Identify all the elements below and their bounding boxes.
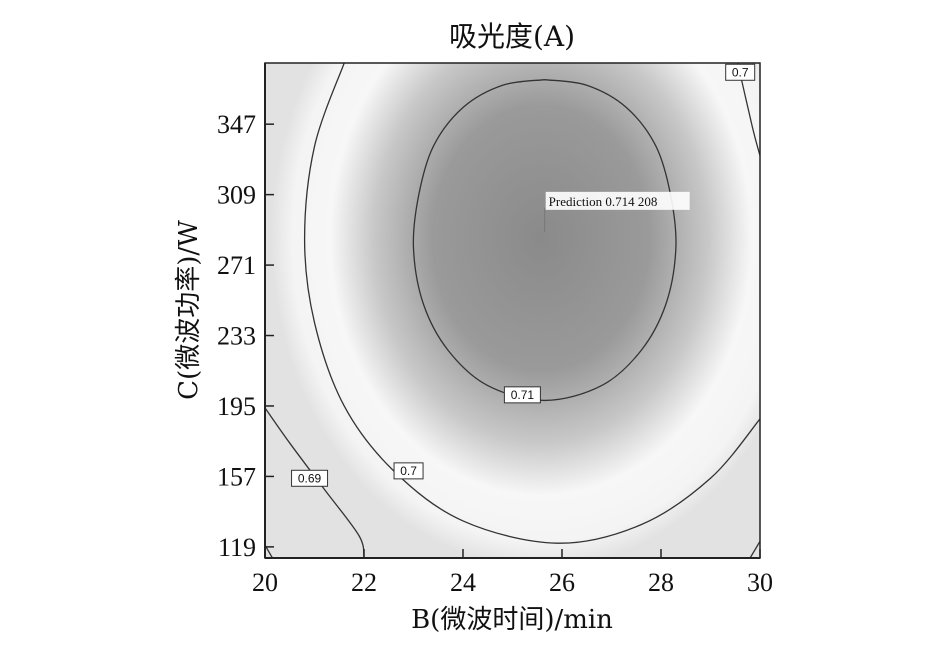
plot-surface [265,63,760,558]
contour-line-0-71 [412,79,677,402]
x-tick-label: 24 [450,568,476,597]
x-axis-ticks: 20 22 24 26 28 30 [252,549,773,597]
x-tick-label: 28 [648,568,674,597]
y-tick-label: 233 [217,322,256,351]
x-axis-title: B(微波时间)/min [411,605,613,635]
contour-line-0-7 [749,540,760,558]
contour-label-box [393,462,424,480]
y-tick-label: 309 [217,181,256,210]
contour-labels: 0.71 0.7 0.7 0.69 [291,63,756,487]
x-tick-label: 22 [351,568,377,597]
y-axis-title: C(微波功率)/W [174,220,204,400]
contour-label: 0.7 [400,464,417,478]
x-tick-label: 26 [549,568,575,597]
chart-title: 吸光度(A) [449,20,575,53]
y-tick-label: 347 [217,110,256,139]
contour-line-0-69 [265,407,365,558]
prediction-label: Prediction 0.714 208 [549,194,658,209]
contour-label: 0.69 [298,471,322,485]
y-tick-label: 119 [218,533,256,562]
y-tick-label: 271 [217,251,256,280]
x-tick-label: 20 [252,568,278,597]
prediction-marker: Prediction 0.714 208 [544,191,690,232]
y-axis-ticks: 119 157 195 233 271 309 347 [217,110,274,562]
contour-label: 0.71 [511,388,535,402]
contour-label: 0.7 [732,65,749,79]
contour-label-box [503,386,541,404]
y-tick-label: 157 [217,462,256,491]
contour-label-box [725,63,756,81]
contour-label-box [291,469,329,487]
y-tick-label: 195 [217,392,256,421]
x-tick-label: 30 [747,568,773,597]
